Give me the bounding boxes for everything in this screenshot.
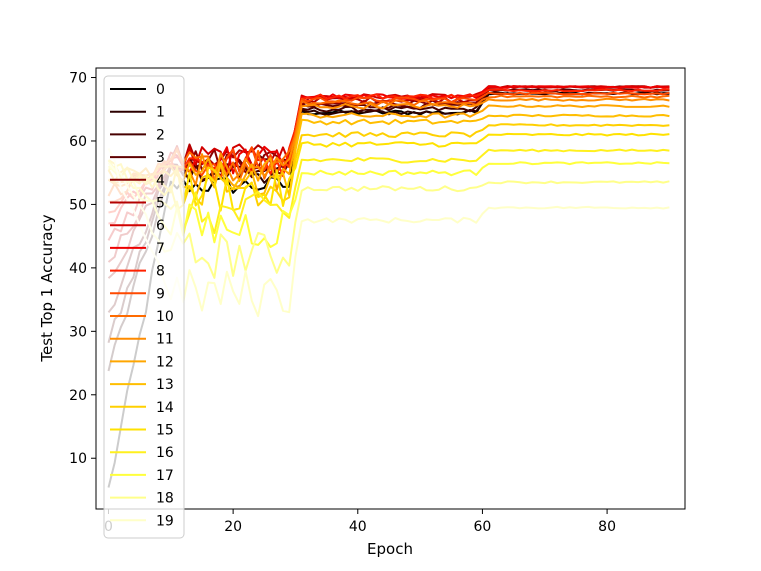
legend-entry-8: 8 (156, 264, 165, 280)
legend-entry-6: 6 (156, 218, 165, 234)
y-axis-label: Test Top 1 Accuracy (38, 214, 56, 362)
series-line-11 (107, 97, 670, 188)
legend-entry-13: 13 (156, 377, 174, 393)
y-tick-label: 50 (69, 197, 87, 213)
series-line-16 (107, 148, 670, 234)
legend-entry-0: 0 (156, 82, 165, 98)
series-line-17 (107, 161, 670, 248)
series-line-15 (108, 132, 670, 212)
series-layer (107, 85, 670, 488)
legend-entry-18: 18 (156, 491, 174, 507)
plot-frame (95, 67, 686, 510)
legend-entry-16: 16 (156, 445, 174, 461)
legend-entry-4: 4 (156, 173, 165, 189)
series-line-8 (108, 88, 670, 214)
y-tick-label: 30 (69, 324, 87, 340)
legend-entry-11: 11 (156, 332, 174, 348)
series-line-9 (108, 91, 670, 203)
x-tick-label: 80 (598, 519, 616, 535)
legend-entry-1: 1 (156, 105, 165, 121)
series-line-12 (108, 104, 670, 191)
legend-entry-12: 12 (156, 354, 174, 370)
x-axis-label: Epoch (367, 540, 413, 558)
legend-entry-14: 14 (156, 400, 174, 416)
legend-entry-5: 5 (156, 196, 165, 212)
series-line-0 (107, 91, 670, 488)
legend-entry-15: 15 (156, 423, 174, 439)
legend-entry-19: 19 (156, 513, 174, 529)
legend-entry-17: 17 (156, 468, 174, 484)
y-tick-label: 60 (69, 134, 87, 150)
series-line-19 (107, 147, 670, 318)
legend-entry-9: 9 (156, 286, 165, 302)
legend-entry-2: 2 (156, 127, 165, 143)
y-tick-label: 70 (69, 71, 87, 87)
y-tick-label: 10 (69, 451, 87, 467)
series-line-18 (107, 162, 670, 279)
legend-entry-10: 10 (156, 309, 174, 325)
y-tick-label: 40 (69, 261, 87, 277)
x-tick-label: 60 (474, 519, 492, 535)
y-axis: 10 20 30 40 50 60 70 (69, 71, 96, 467)
x-tick-label: 20 (224, 519, 242, 535)
legend-box (103, 75, 185, 539)
y-tick-label: 20 (69, 388, 87, 404)
legend-entry-3: 3 (156, 150, 165, 166)
series-line-14 (107, 123, 670, 207)
legend-entry-7: 7 (156, 241, 165, 257)
series-line-13 (107, 113, 670, 199)
x-tick-label: 40 (349, 519, 367, 535)
